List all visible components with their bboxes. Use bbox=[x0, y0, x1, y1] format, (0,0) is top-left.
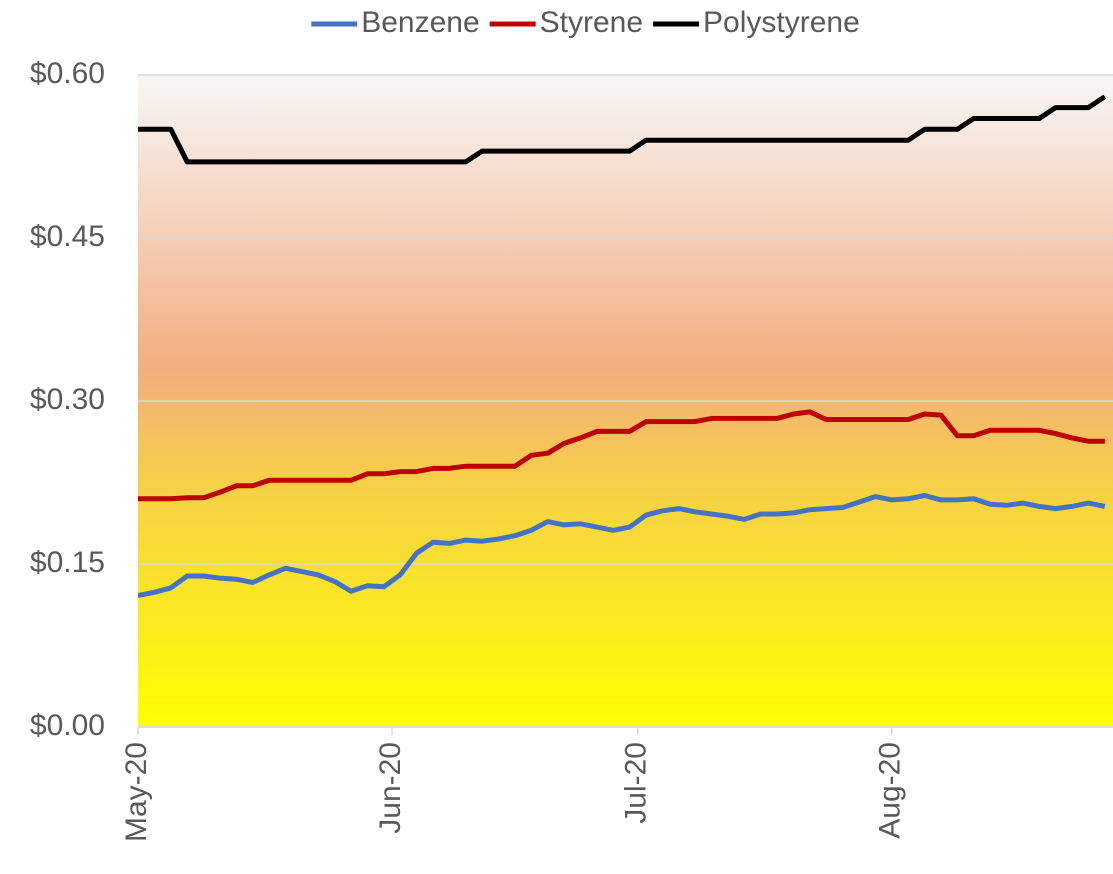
x-tick-label: Jun-20 bbox=[374, 742, 407, 834]
x-tick-label: May-20 bbox=[120, 742, 153, 842]
legend-label: Styrene bbox=[540, 6, 643, 39]
legend-label: Benzene bbox=[361, 6, 479, 39]
x-tick-label: Jul-20 bbox=[620, 742, 653, 824]
legend-label: Polystyrene bbox=[703, 6, 860, 39]
x-tick-label: Aug-20 bbox=[874, 742, 907, 839]
y-tick-label: $0.00 bbox=[30, 709, 105, 742]
legend: Benzene Styrene Polystyrene bbox=[311, 6, 860, 39]
y-tick-label: $0.45 bbox=[30, 220, 105, 253]
series-line bbox=[138, 94, 1107, 165]
y-tick-label: $0.30 bbox=[30, 383, 105, 416]
series-line bbox=[138, 493, 1106, 598]
series-line bbox=[138, 409, 1105, 502]
y-tick-label: $0.60 bbox=[30, 57, 105, 90]
y-tick-label: $0.15 bbox=[30, 546, 105, 579]
